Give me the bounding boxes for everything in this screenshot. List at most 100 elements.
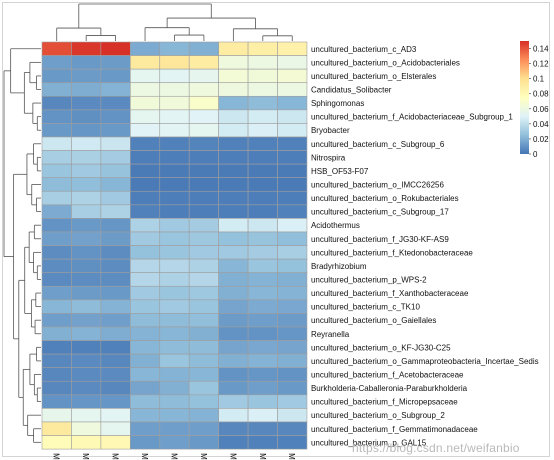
heatmap-cell (218, 299, 249, 314)
heatmap-cell (130, 394, 161, 409)
heatmap-cell (277, 421, 308, 436)
heatmap-cell (247, 394, 278, 409)
heatmap-cell (247, 231, 278, 246)
heatmap-cell (130, 380, 161, 396)
heatmap-cell (41, 299, 72, 314)
heatmap-cell (100, 41, 131, 56)
heatmap-cell (218, 340, 249, 355)
heatmap-cell (130, 435, 161, 450)
heatmap-cell (218, 435, 249, 450)
heatmap-cell (100, 150, 131, 165)
heatmap-cell (247, 68, 278, 84)
heatmap-cell (130, 285, 161, 301)
heatmap-cell (100, 353, 131, 368)
heatmap-cell (277, 299, 308, 314)
heatmap-cell (188, 285, 219, 301)
heatmap-cell (130, 41, 161, 56)
heatmap-cell (188, 204, 219, 219)
row-label: Nitrospira (311, 153, 346, 162)
heatmap-cell (130, 163, 161, 179)
heatmap-cell (218, 258, 249, 273)
heatmap-cell (218, 123, 249, 138)
heatmap-cell (130, 258, 161, 273)
heatmap-cell (100, 218, 131, 233)
heatmap-cell (188, 231, 219, 246)
heatmap-cell (188, 313, 219, 328)
heatmap-cell (188, 380, 219, 396)
row-label: Bryobacter (311, 126, 350, 135)
heatmap-cell (159, 313, 190, 328)
heatmap-cell (100, 190, 131, 206)
heatmap-cell (71, 299, 102, 314)
heatmap-cell (188, 326, 219, 341)
heatmap-cell (41, 41, 72, 56)
heatmap-cell (41, 380, 72, 396)
heatmap-cell (218, 163, 249, 179)
heatmap-cell (130, 177, 161, 192)
heatmap-cell (218, 367, 249, 382)
row-label: uncultured_bacterium_f_Acetobacteraceae (311, 370, 464, 379)
heatmap-cell (130, 367, 161, 382)
heatmap-cell (41, 82, 72, 97)
heatmap-cell (218, 177, 249, 192)
row-label: HSB_OF53-F07 (311, 167, 369, 176)
color-legend: 0 0.02 0.04 0.06 0.08 0.1 0.12 0.14 (520, 41, 549, 159)
column-label: M03 (111, 453, 120, 460)
heatmap-cell (159, 421, 190, 436)
heatmap-cell (100, 55, 131, 70)
heatmap-cell (188, 245, 219, 260)
heatmap-cell (130, 218, 161, 233)
heatmap-cell (188, 82, 219, 97)
heatmap-cell (218, 68, 249, 84)
heatmap-cell (218, 109, 249, 124)
column-labels: M02 M01 M03 M08 M07 M09 M05 M04 M06 (52, 453, 297, 460)
legend-tick-label: 0 (533, 150, 538, 159)
heatmap-cell (159, 190, 190, 206)
heatmap-cell (218, 408, 249, 423)
heatmap-cell (41, 55, 72, 70)
column-label: M08 (140, 453, 149, 460)
heatmap-cell (71, 218, 102, 233)
heatmap-cell (71, 190, 102, 206)
heatmap-cell (41, 150, 72, 165)
heatmap-cell (41, 231, 72, 246)
heatmap-cell (247, 380, 278, 396)
heatmap-cell (277, 353, 308, 368)
row-label: uncultured_bacterium_p_GAL15 (311, 438, 427, 447)
heatmap-cell (247, 340, 278, 355)
heatmap-cell (188, 190, 219, 206)
heatmap-cell (130, 421, 161, 436)
heatmap-cell (277, 82, 308, 97)
heatmap-cell (159, 435, 190, 450)
heatmap-cell (130, 231, 161, 246)
heatmap-cell (159, 245, 190, 260)
heatmap-cell (71, 150, 102, 165)
heatmap-cell (71, 68, 102, 84)
row-label: Sphingomonas (311, 99, 364, 108)
heatmap-cell (41, 326, 72, 341)
heatmap-cell (71, 380, 102, 396)
heatmap-cell (188, 41, 219, 56)
row-label: Bradyrhizobium (311, 262, 367, 271)
heatmap-cell (71, 408, 102, 423)
heatmap-cell (130, 190, 161, 206)
heatmap-cell (71, 272, 102, 287)
heatmap-cell (71, 367, 102, 382)
heatmap-cell (218, 380, 249, 396)
heatmap-cell (41, 109, 72, 124)
heatmap-cell (100, 435, 131, 450)
heatmap-cell (130, 204, 161, 219)
heatmap-cell (71, 245, 102, 260)
heatmap-cell (218, 41, 249, 56)
heatmap-cell (188, 123, 219, 138)
heatmap-cell (130, 68, 161, 84)
heatmap-cell (218, 204, 249, 219)
row-label: uncultured_bacterium_c_Subgroup_17 (311, 208, 449, 217)
heatmap-cell (218, 326, 249, 341)
heatmap-cell (218, 272, 249, 287)
heatmap-cell (159, 109, 190, 124)
heatmap-cell (41, 258, 72, 273)
heatmap-cell (159, 82, 190, 97)
row-label: uncultured_bacterium_f_Micropepsaceae (311, 398, 458, 407)
